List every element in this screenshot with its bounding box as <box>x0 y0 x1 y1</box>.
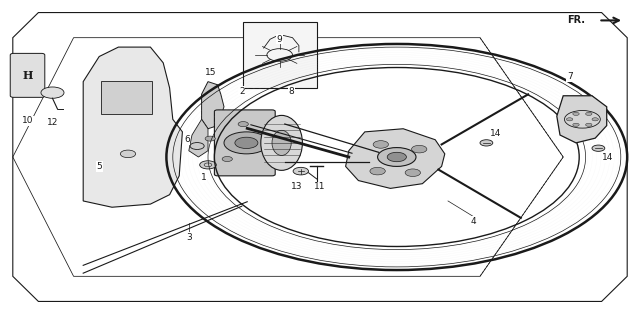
Text: 14: 14 <box>602 153 614 162</box>
FancyBboxPatch shape <box>10 53 45 97</box>
Circle shape <box>378 148 416 166</box>
Text: 9: 9 <box>277 35 282 44</box>
Circle shape <box>573 123 579 126</box>
Circle shape <box>480 140 493 146</box>
Text: 4: 4 <box>471 217 476 226</box>
Circle shape <box>222 156 232 161</box>
Text: 10: 10 <box>22 116 33 125</box>
Circle shape <box>566 118 573 121</box>
Text: H: H <box>22 70 33 81</box>
Text: 6: 6 <box>184 135 189 144</box>
Text: 11: 11 <box>314 182 326 191</box>
FancyBboxPatch shape <box>101 81 152 114</box>
Circle shape <box>387 152 406 162</box>
Text: 15: 15 <box>205 68 217 77</box>
Text: 5: 5 <box>97 162 102 171</box>
Circle shape <box>190 143 204 149</box>
Text: 14: 14 <box>490 129 502 138</box>
Polygon shape <box>346 129 445 188</box>
Circle shape <box>266 154 276 160</box>
Text: FR.: FR. <box>568 15 586 25</box>
Circle shape <box>592 118 598 121</box>
Circle shape <box>412 145 427 153</box>
Circle shape <box>370 167 385 175</box>
Circle shape <box>586 112 592 116</box>
Text: 7: 7 <box>567 73 572 81</box>
Circle shape <box>586 123 592 126</box>
Text: 12: 12 <box>47 118 58 127</box>
Polygon shape <box>189 119 208 157</box>
Circle shape <box>293 167 308 175</box>
FancyBboxPatch shape <box>214 110 275 176</box>
Circle shape <box>200 161 216 169</box>
Circle shape <box>41 87 64 98</box>
Circle shape <box>573 112 579 116</box>
Circle shape <box>235 137 258 149</box>
Circle shape <box>224 132 269 154</box>
Circle shape <box>592 145 605 151</box>
Circle shape <box>405 169 420 176</box>
Text: 1: 1 <box>201 173 206 182</box>
Polygon shape <box>557 96 607 143</box>
Ellipse shape <box>261 115 303 170</box>
Circle shape <box>275 133 285 138</box>
Circle shape <box>120 150 136 158</box>
Circle shape <box>238 122 248 127</box>
Text: 3: 3 <box>186 233 191 241</box>
Bar <box>243 22 317 88</box>
Circle shape <box>205 136 216 141</box>
Ellipse shape <box>272 130 291 155</box>
Text: 13: 13 <box>291 182 302 191</box>
Polygon shape <box>202 82 224 129</box>
Polygon shape <box>83 47 182 207</box>
Text: 8: 8 <box>289 87 294 95</box>
Circle shape <box>373 141 388 148</box>
Text: 2: 2 <box>239 87 244 95</box>
